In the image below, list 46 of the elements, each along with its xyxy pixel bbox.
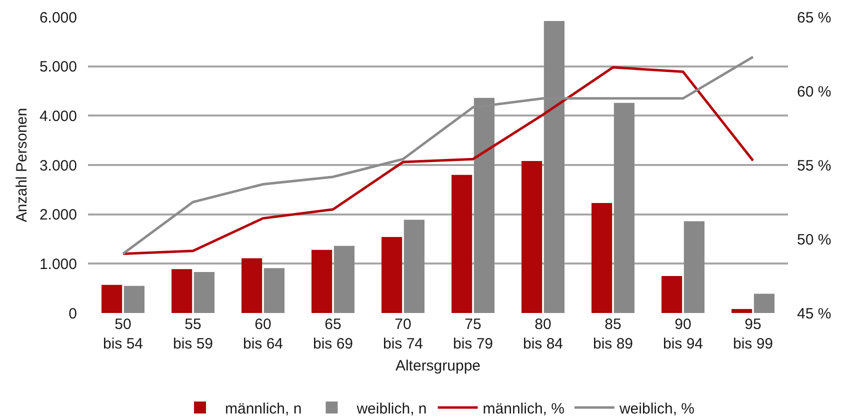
bar bbox=[242, 258, 262, 313]
legend-label: männlich, % bbox=[482, 400, 564, 418]
y-tick-label: 2.000 bbox=[39, 206, 77, 224]
y-tick-label: 6.000 bbox=[39, 9, 77, 26]
x-tick-label: 90 bis 94 bbox=[662, 316, 704, 352]
bar bbox=[404, 220, 424, 313]
bar bbox=[592, 202, 612, 313]
x-tick-label: 70 bis 74 bbox=[382, 316, 424, 352]
y-tick-label: 5.000 bbox=[39, 58, 77, 76]
y2-tick-label: 55 % bbox=[797, 157, 832, 174]
bar bbox=[754, 294, 774, 313]
bar bbox=[264, 268, 284, 313]
x-tick-label: 80 bis 84 bbox=[522, 316, 564, 352]
bar bbox=[124, 286, 144, 313]
x-tick-label: 50 bis 54 bbox=[102, 316, 144, 352]
y-axis-title: Anzahl Personen bbox=[14, 108, 31, 222]
y2-tick-label: 50 % bbox=[797, 231, 832, 248]
bar bbox=[522, 161, 542, 313]
y-tick-label: 3.000 bbox=[39, 157, 77, 174]
legend-label: weiblich, % bbox=[618, 400, 694, 418]
x-tick-label: 75 bis 79 bbox=[452, 316, 494, 352]
bar bbox=[662, 276, 682, 313]
x-tick-label: 60 bis 64 bbox=[242, 316, 284, 352]
y2-tick-label: 65 % bbox=[797, 9, 832, 26]
bar bbox=[312, 250, 332, 313]
bar bbox=[102, 284, 122, 313]
legend-label: männlich, n bbox=[225, 400, 302, 418]
bar bbox=[172, 269, 192, 313]
bar bbox=[452, 174, 472, 313]
y-tick-label: 4.000 bbox=[39, 108, 77, 125]
x-axis-title: Altersgruppe bbox=[395, 358, 481, 374]
y-tick-label: 1.000 bbox=[39, 256, 77, 273]
x-tick-label: 95 bis 99 bbox=[732, 316, 774, 352]
bar bbox=[732, 309, 752, 313]
y-tick-label: 0 bbox=[68, 305, 77, 322]
bar bbox=[614, 102, 634, 313]
bar bbox=[334, 246, 354, 313]
x-tick-label: 55 bis 59 bbox=[172, 316, 214, 352]
x-tick-label: 65 bis 69 bbox=[312, 316, 354, 352]
x-tick-label: 85 bis 89 bbox=[592, 316, 634, 352]
legend-label: weiblich, n bbox=[356, 400, 427, 418]
y2-tick-label: 60 % bbox=[797, 83, 832, 100]
y2-tick-label: 45 % bbox=[797, 305, 832, 322]
bar bbox=[684, 221, 704, 313]
bar bbox=[382, 237, 402, 313]
bar bbox=[194, 272, 214, 313]
